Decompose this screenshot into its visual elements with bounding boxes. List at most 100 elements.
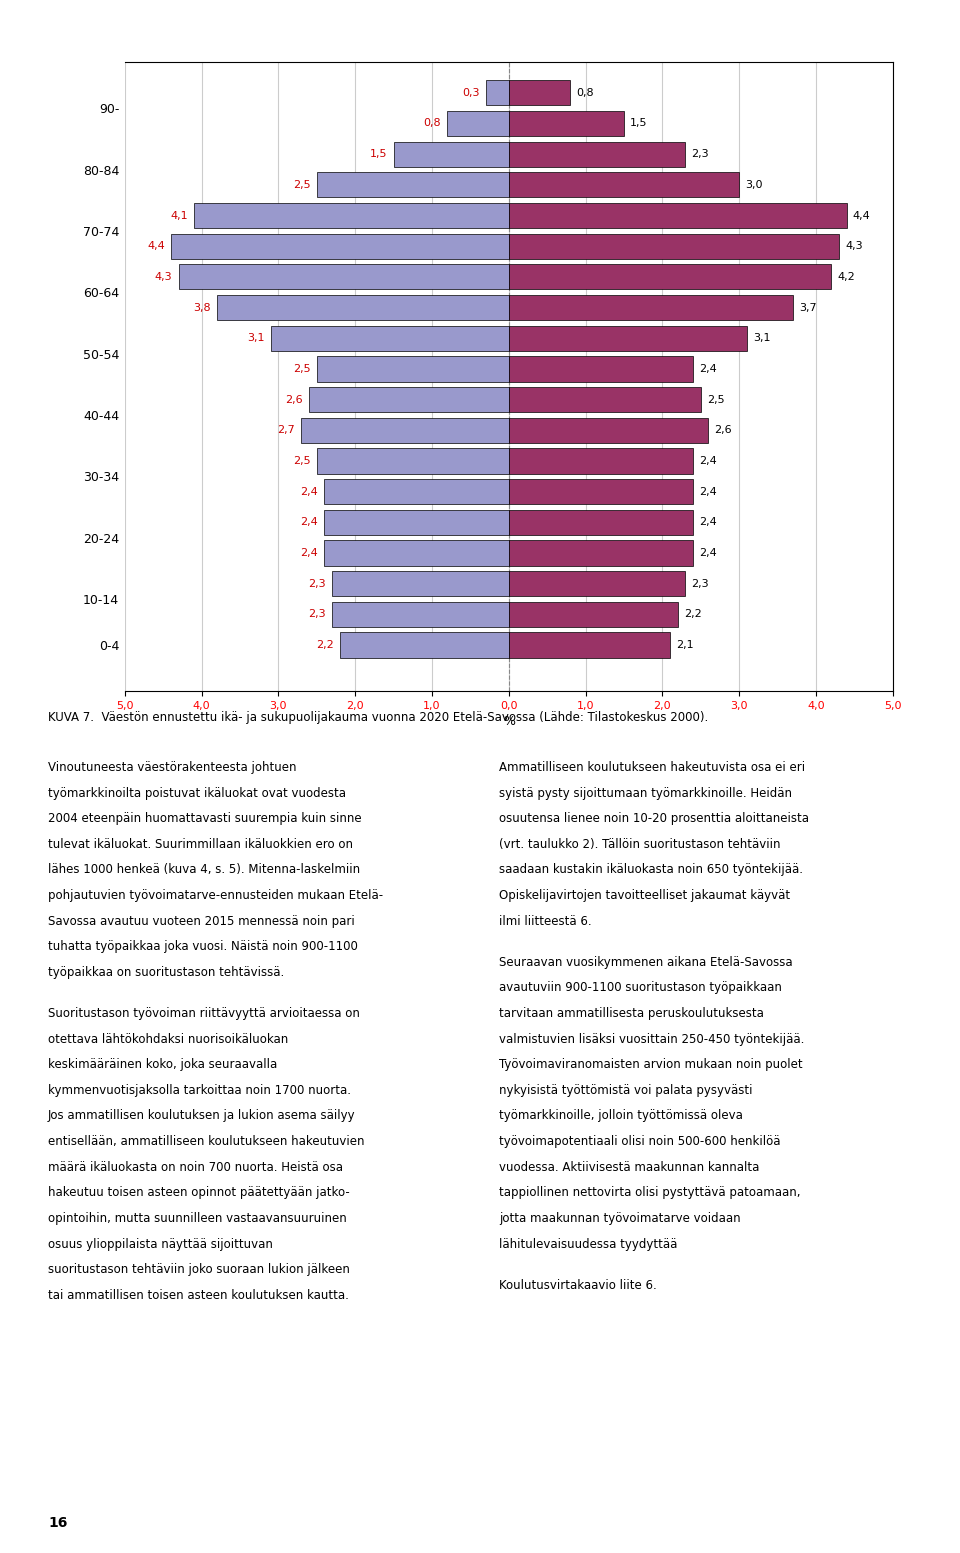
Text: tulevat ikäluokat. Suurimmillaan ikäluokkien ero on: tulevat ikäluokat. Suurimmillaan ikäluok… [48,839,353,851]
Bar [509,172,739,197]
Text: nykyisistä työttömistä voi palata pysyvästi: nykyisistä työttömistä voi palata pysyvä… [499,1084,753,1096]
Text: 3,1: 3,1 [247,334,265,343]
Bar [486,81,509,106]
Bar [509,603,678,627]
Bar [317,356,509,382]
Text: työmarkkinoille, jolloin työttömissä oleva: työmarkkinoille, jolloin työttömissä ole… [499,1109,743,1123]
Bar [324,478,509,505]
Text: hakeutuu toisen asteen opinnot päätettyään jatko-: hakeutuu toisen asteen opinnot päätettyä… [48,1186,349,1199]
Text: opintoihin, mutta suunnilleen vastaavansuuruinen: opintoihin, mutta suunnilleen vastaavans… [48,1211,347,1225]
Text: 2,3: 2,3 [308,579,326,589]
Text: kymmenvuotisjaksolla tarkoittaa noin 1700 nuorta.: kymmenvuotisjaksolla tarkoittaa noin 170… [48,1084,351,1096]
Bar [332,603,509,627]
Text: lähes 1000 henkeä (kuva 4, s. 5). Mitenna-laskelmiin: lähes 1000 henkeä (kuva 4, s. 5). Mitenn… [48,863,360,876]
Text: Suoritustason työvoiman riittävyyttä arvioitaessa on: Suoritustason työvoiman riittävyyttä arv… [48,1006,360,1020]
Text: 2,4: 2,4 [699,517,717,528]
Text: keskimääräinen koko, joka seuraavalla: keskimääräinen koko, joka seuraavalla [48,1058,277,1072]
Text: suoritustason tehtäviin joko suoraan lukion jälkeen: suoritustason tehtäviin joko suoraan luk… [48,1263,349,1277]
Bar [324,540,509,565]
Text: 2,7: 2,7 [277,426,296,435]
Text: määrä ikäluokasta on noin 700 nuorta. Heistä osa: määrä ikäluokasta on noin 700 nuorta. He… [48,1160,343,1174]
Text: jotta maakunnan työvoimatarve voidaan: jotta maakunnan työvoimatarve voidaan [499,1211,741,1225]
Bar [509,418,708,443]
Text: 3,7: 3,7 [799,303,817,312]
Text: vuodessa. Aktiivisestä maakunnan kannalta: vuodessa. Aktiivisestä maakunnan kannalt… [499,1160,759,1174]
Text: syistä pysty sijoittumaan työmarkkinoille. Heidän: syistä pysty sijoittumaan työmarkkinoill… [499,787,792,800]
Bar [509,449,693,474]
Bar [509,478,693,505]
Bar [509,110,624,137]
Bar [447,110,509,137]
Bar [509,233,839,259]
Bar [509,356,693,382]
Text: Savossa avautuu vuoteen 2015 mennessä noin pari: Savossa avautuu vuoteen 2015 mennessä no… [48,915,355,927]
Text: 2,4: 2,4 [699,548,717,558]
Bar [217,295,509,320]
Text: Seuraavan vuosikymmenen aikana Etelä-Savossa: Seuraavan vuosikymmenen aikana Etelä-Sav… [499,955,793,969]
Text: 4,2: 4,2 [837,272,855,283]
Bar [509,572,685,596]
Text: 2,3: 2,3 [691,149,709,158]
Text: 2,5: 2,5 [707,394,725,405]
Text: työvoimapotentiaali olisi noin 500-600 henkilöä: työvoimapotentiaali olisi noin 500-600 h… [499,1135,780,1148]
Text: saadaan kustakin ikäluokasta noin 650 työntekijää.: saadaan kustakin ikäluokasta noin 650 ty… [499,863,804,876]
Text: 3,0: 3,0 [745,180,763,189]
Bar [509,540,693,565]
Text: 2,4: 2,4 [699,363,717,374]
Text: 3,1: 3,1 [753,334,771,343]
Bar [509,203,847,228]
Text: ilmi liitteestä 6.: ilmi liitteestä 6. [499,915,591,927]
Text: osuus ylioppilaista näyttää sijoittuvan: osuus ylioppilaista näyttää sijoittuvan [48,1238,273,1250]
Text: pohjautuvien työvoimatarve-ennusteiden mukaan Etelä-: pohjautuvien työvoimatarve-ennusteiden m… [48,888,383,902]
Text: Työvoimaviranomaisten arvion mukaan noin puolet: Työvoimaviranomaisten arvion mukaan noin… [499,1058,803,1072]
Bar [509,295,793,320]
Text: 1,5: 1,5 [630,118,648,129]
Text: 2,4: 2,4 [699,457,717,466]
Text: 3,8: 3,8 [193,303,211,312]
Text: valmistuvien lisäksi vuosittain 250-450 työntekijää.: valmistuvien lisäksi vuosittain 250-450 … [499,1033,804,1045]
Text: 2,4: 2,4 [699,486,717,497]
Bar [271,326,509,351]
Text: tai ammatillisen toisen asteen koulutuksen kautta.: tai ammatillisen toisen asteen koulutuks… [48,1289,348,1301]
Bar [509,264,831,289]
Text: 0,8: 0,8 [576,89,594,98]
Text: 2,3: 2,3 [691,579,709,589]
Bar [509,509,693,534]
Bar [317,172,509,197]
Text: työpaikkaa on suoritustason tehtävissä.: työpaikkaa on suoritustason tehtävissä. [48,966,284,978]
Bar [301,418,509,443]
X-axis label: %: % [503,714,515,728]
Text: 1,5: 1,5 [370,149,388,158]
Bar [509,326,747,351]
Text: 2,2: 2,2 [684,609,702,620]
Text: osuutensa lienee noin 10-20 prosenttia aloittaneista: osuutensa lienee noin 10-20 prosenttia a… [499,812,809,825]
Text: 4,1: 4,1 [170,211,188,221]
Text: 4,3: 4,3 [845,241,863,252]
Text: työmarkkinoilta poistuvat ikäluokat ovat vuodesta: työmarkkinoilta poistuvat ikäluokat ovat… [48,787,346,800]
Bar [340,632,509,657]
Text: Ammatilliseen koulutukseen hakeutuvista osa ei eri: Ammatilliseen koulutukseen hakeutuvista … [499,761,805,773]
Text: Vinoutuneesta väestörakenteesta johtuen: Vinoutuneesta väestörakenteesta johtuen [48,761,297,773]
Bar [509,81,570,106]
Text: otettava lähtökohdaksi nuorisoikäluokan: otettava lähtökohdaksi nuorisoikäluokan [48,1033,288,1045]
Bar [332,572,509,596]
Bar [324,509,509,534]
Bar [509,387,701,412]
Bar [394,141,509,166]
Text: 2,5: 2,5 [293,180,311,189]
Text: 2,6: 2,6 [285,394,303,405]
Text: tappiollinen nettovirta olisi pystyttävä patoamaan,: tappiollinen nettovirta olisi pystyttävä… [499,1186,801,1199]
Bar [317,449,509,474]
Text: KUVA 7.  Väestön ennustettu ikä- ja sukupuolijakauma vuonna 2020 Etelä-Savossa (: KUVA 7. Väestön ennustettu ikä- ja sukup… [48,711,708,724]
Bar [171,233,509,259]
Text: 16: 16 [48,1516,67,1530]
Text: 2,5: 2,5 [293,363,311,374]
Text: 2,4: 2,4 [300,517,319,528]
Text: Jos ammatillisen koulutuksen ja lukion asema säilyy: Jos ammatillisen koulutuksen ja lukion a… [48,1109,355,1123]
Bar [309,387,509,412]
Text: 2,6: 2,6 [714,426,732,435]
Text: Opiskelijavirtojen tavoitteelliset jakaumat käyvät: Opiskelijavirtojen tavoitteelliset jakau… [499,888,790,902]
Bar [179,264,509,289]
Text: avautuviin 900-1100 suoritustason työpaikkaan: avautuviin 900-1100 suoritustason työpai… [499,981,782,994]
Text: 4,3: 4,3 [155,272,173,283]
